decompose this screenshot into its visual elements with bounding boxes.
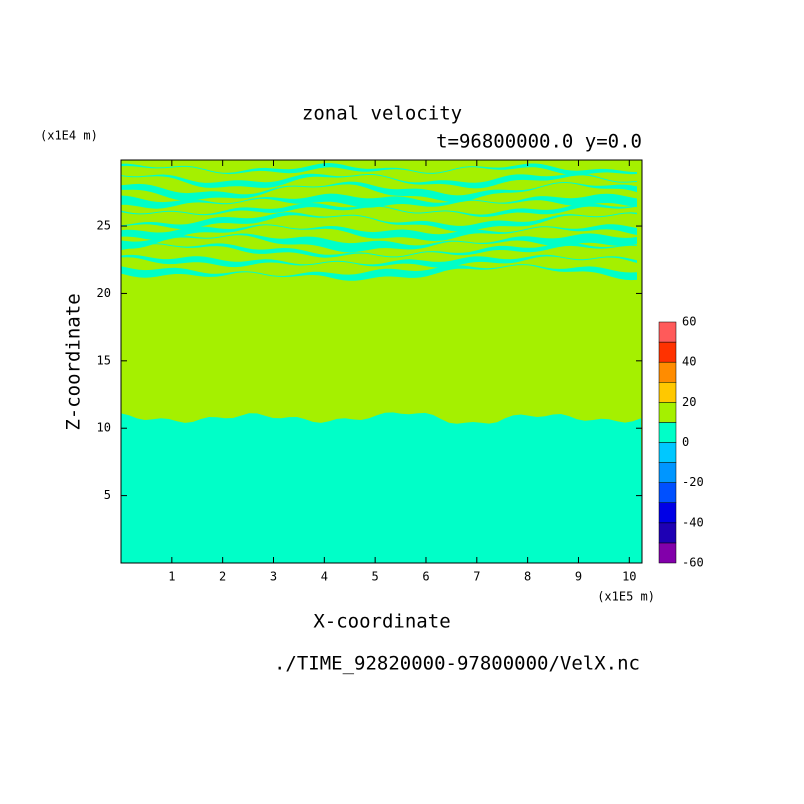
plot-frame — [120, 159, 643, 564]
colorbar-box — [658, 542, 677, 564]
colorbar-box — [658, 442, 677, 463]
region — [121, 203, 637, 217]
colorbar-box — [658, 382, 677, 403]
colorbar-label: 40 — [682, 355, 696, 369]
colorbar-label: 0 — [682, 435, 689, 449]
region — [121, 163, 637, 176]
y-unit: (x1E4 m) — [40, 129, 98, 143]
y-axis-label: Z-coordinate — [63, 293, 85, 430]
colorbar-box — [658, 402, 677, 423]
colorbar-label: -60 — [682, 556, 704, 570]
contour-field — [121, 160, 642, 563]
region — [121, 193, 637, 209]
y-tick-label: 25 — [97, 219, 111, 233]
x-tick-label: 6 — [422, 570, 429, 584]
region — [121, 264, 637, 281]
colorbar-label: 20 — [682, 395, 696, 409]
colorbar-label: -40 — [682, 515, 704, 529]
source-file: ./TIME_92820000-97800000/VelX.nc — [274, 653, 640, 675]
colorbar-box — [658, 341, 677, 363]
colorbar-box — [658, 502, 677, 524]
region — [121, 233, 637, 253]
x-tick-label: 8 — [524, 570, 531, 584]
x-tick-label: 2 — [219, 570, 226, 584]
region — [121, 173, 637, 189]
region — [121, 242, 637, 258]
colorbar-box — [658, 482, 677, 503]
region — [121, 224, 637, 241]
region — [121, 412, 642, 563]
region — [121, 181, 637, 203]
chart-title: zonal velocity — [302, 103, 462, 125]
x-tick-label: 3 — [270, 570, 277, 584]
colorbar-box — [658, 321, 677, 343]
colorbar-box — [658, 462, 677, 483]
region — [121, 212, 637, 232]
y-tick-label: 20 — [97, 286, 111, 300]
y-tick-label: 15 — [97, 353, 111, 367]
x-tick-label: 10 — [622, 570, 636, 584]
x-tick-label: 9 — [575, 570, 582, 584]
x-tick-label: 7 — [473, 570, 480, 584]
y-tick-label: 5 — [104, 488, 111, 502]
x-unit: (x1E5 m) — [597, 590, 655, 604]
colorbar-label: 60 — [682, 315, 696, 329]
x-tick-label: 5 — [372, 570, 379, 584]
x-tick-label: 4 — [321, 570, 328, 584]
y-tick-label: 10 — [97, 421, 111, 435]
colorbar-box — [658, 522, 677, 544]
colorbar-box — [658, 361, 677, 383]
colorbar-label: -20 — [682, 475, 704, 489]
colorbar-box — [658, 422, 677, 443]
x-tick-label: 1 — [168, 570, 175, 584]
chart-subtitle: t=96800000.0 y=0.0 — [436, 131, 642, 153]
region — [121, 254, 637, 268]
x-axis-label: X-coordinate — [313, 611, 450, 633]
